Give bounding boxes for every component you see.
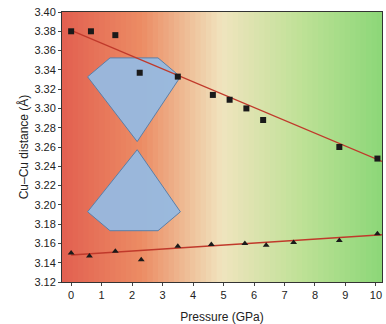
svg-text:0: 0 [68,289,74,301]
svg-text:3.14: 3.14 [34,257,55,269]
svg-text:3.24: 3.24 [34,160,55,172]
svg-text:3.40: 3.40 [34,6,55,18]
svg-text:5: 5 [220,289,226,301]
svg-text:1: 1 [99,289,105,301]
svg-text:4: 4 [190,289,196,301]
svg-text:6: 6 [251,289,257,301]
svg-text:10: 10 [370,289,382,301]
svg-text:3.36: 3.36 [34,44,55,56]
svg-text:3: 3 [160,289,166,301]
svg-text:8: 8 [312,289,318,301]
svg-text:3.32: 3.32 [34,83,55,95]
svg-text:3.28: 3.28 [34,122,55,134]
svg-text:3.34: 3.34 [34,64,55,76]
svg-text:3.38: 3.38 [34,25,55,37]
svg-text:3.18: 3.18 [34,218,55,230]
svg-text:9: 9 [342,289,348,301]
svg-text:3.20: 3.20 [34,199,55,211]
svg-text:3.16: 3.16 [34,237,55,249]
svg-text:2: 2 [129,289,135,301]
svg-text:7: 7 [281,289,287,301]
svg-text:3.26: 3.26 [34,141,55,153]
svg-text:3.12: 3.12 [34,276,55,288]
svg-text:Pressure (GPa): Pressure (GPa) [180,310,263,324]
svg-text:3.30: 3.30 [34,102,55,114]
svg-text:Cu–Cu distance (Å): Cu–Cu distance (Å) [16,95,31,200]
svg-text:3.22: 3.22 [34,179,55,191]
